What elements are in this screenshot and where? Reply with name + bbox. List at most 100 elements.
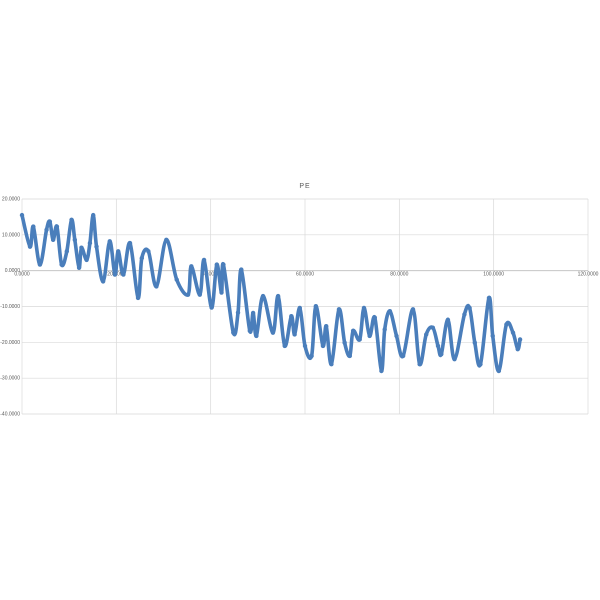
data-point	[116, 249, 121, 254]
data-point	[231, 330, 236, 335]
x-tick-label: 120.0000	[578, 272, 599, 278]
data-point	[79, 245, 84, 250]
x-tick-label: 40.0000	[202, 272, 220, 278]
data-point	[372, 315, 378, 320]
data-point	[135, 295, 141, 301]
data-point	[31, 224, 36, 229]
x-tick-label: 100.0000	[483, 272, 504, 278]
data-point	[297, 305, 303, 311]
data-point	[292, 332, 297, 337]
data-point	[445, 317, 451, 322]
y-tick-label: -40.0000	[0, 412, 20, 418]
data-point	[112, 272, 118, 277]
data-point	[313, 303, 319, 309]
data-point	[59, 262, 64, 267]
data-point	[504, 322, 509, 327]
x-tick-label: 0.0000	[14, 272, 30, 278]
data-point	[302, 343, 308, 349]
data-point	[467, 305, 472, 311]
y-tick-label: 0.0000	[5, 268, 21, 274]
data-point	[367, 333, 372, 339]
data-point	[342, 340, 347, 345]
data-point	[320, 343, 326, 349]
data-point	[270, 330, 276, 335]
data-point	[139, 255, 145, 261]
x-tick-label: 60.0000	[296, 272, 314, 278]
y-tick-label: 10.0000	[2, 232, 20, 238]
data-point	[496, 368, 502, 374]
data-point	[164, 237, 169, 243]
data-point	[50, 237, 56, 243]
data-point	[517, 337, 523, 342]
data-point	[201, 257, 207, 263]
data-point	[417, 361, 422, 367]
data-point	[247, 328, 253, 334]
data-point	[94, 244, 99, 249]
chart-title: PE	[299, 183, 310, 190]
data-point	[424, 332, 429, 337]
series-points	[19, 212, 523, 374]
data-point	[121, 272, 126, 277]
series-trace	[20, 213, 522, 373]
data-point	[44, 227, 49, 233]
data-point	[189, 264, 194, 269]
data-point	[37, 262, 43, 267]
data-point	[100, 279, 106, 284]
y-tick-label: -20.0000	[0, 340, 20, 346]
y-axis-ticks: 20.0000 10.0000 0.0000 -10.0000 -20.0000 -30.…	[0, 197, 20, 418]
data-point	[387, 308, 393, 314]
data-point	[382, 327, 387, 332]
data-point	[76, 265, 82, 270]
data-point	[478, 361, 483, 367]
data-point	[127, 240, 133, 246]
data-point	[379, 368, 384, 374]
data-point	[197, 292, 203, 297]
data-point	[146, 249, 151, 254]
y-tick-label: -10.0000	[0, 304, 20, 310]
data-point	[347, 353, 353, 359]
data-point	[510, 330, 516, 335]
data-point	[275, 293, 281, 299]
data-point	[490, 333, 495, 339]
data-point	[84, 257, 89, 263]
data-point	[91, 212, 96, 218]
data-point	[64, 249, 70, 254]
data-point	[309, 353, 314, 359]
data-point	[214, 262, 219, 267]
data-point	[154, 284, 159, 289]
data-point	[254, 333, 259, 339]
data-point	[430, 325, 436, 330]
data-point	[400, 353, 406, 359]
data-point	[357, 337, 362, 342]
data-point	[107, 239, 112, 244]
data-point	[289, 313, 294, 319]
data-point	[452, 356, 457, 362]
data-point	[410, 307, 416, 312]
gridlines	[21, 198, 589, 415]
data-point	[235, 310, 241, 315]
x-tick-label: 80.0000	[390, 272, 408, 278]
data-point	[72, 237, 78, 243]
data-point	[19, 212, 25, 218]
data-point	[209, 305, 214, 310]
data-point	[174, 277, 179, 282]
data-point	[239, 267, 244, 272]
data-point	[515, 346, 520, 352]
data-point	[219, 290, 224, 295]
data-point	[87, 240, 93, 246]
data-point	[250, 310, 256, 316]
data-point	[486, 295, 492, 301]
data-point	[472, 340, 477, 345]
data-point	[27, 244, 33, 249]
data-point	[324, 324, 329, 329]
data-point	[221, 262, 226, 267]
data-point	[185, 292, 191, 297]
data-point	[462, 312, 467, 317]
data-point	[350, 328, 356, 334]
data-point	[394, 333, 399, 339]
data-point	[329, 361, 334, 367]
y-tick-label: -30.0000	[0, 376, 20, 382]
data-point	[260, 293, 266, 299]
data-point	[336, 307, 342, 312]
